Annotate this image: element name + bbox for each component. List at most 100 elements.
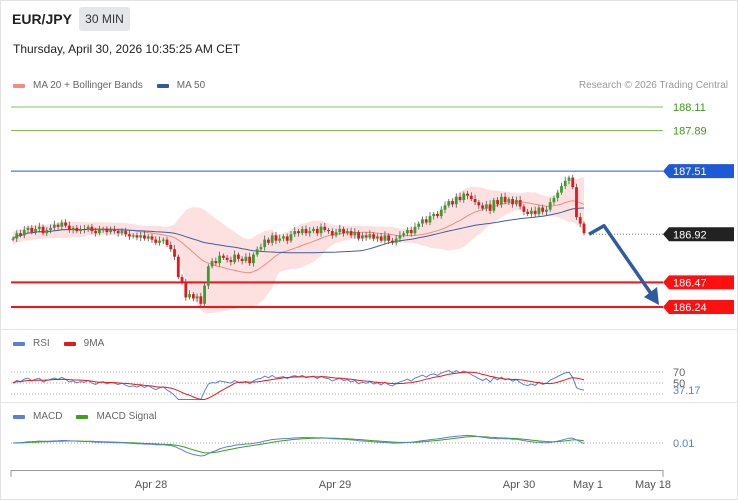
candle	[56, 224, 60, 227]
candle	[248, 256, 252, 264]
copyright-text: Research © 2026 Trading Central	[578, 80, 728, 91]
ma20-legend-label: MA 20 + Bollinger Bands	[33, 80, 143, 91]
candle	[323, 226, 327, 230]
candle	[105, 228, 109, 233]
x-tick-label: May 1	[573, 479, 603, 491]
candle	[537, 207, 541, 214]
support-label: 186.24	[673, 302, 707, 314]
ma20-legend-swatch	[13, 83, 25, 88]
candle	[150, 236, 154, 240]
candle	[526, 211, 530, 214]
rsi-ma-legend-label: 9MA	[83, 338, 105, 349]
chart-datetime: Thursday, April 30, 2026 10:35:25 AM CET	[13, 42, 241, 56]
candle	[454, 196, 458, 205]
candle	[67, 225, 71, 230]
candle	[391, 240, 394, 243]
candle	[229, 259, 233, 263]
candle	[379, 236, 383, 241]
candle	[176, 256, 180, 278]
rsi-last-value: 37.17	[673, 385, 701, 397]
candle	[270, 235, 274, 243]
candle	[443, 205, 447, 210]
candle	[267, 239, 270, 243]
rsi-legend-label: RSI	[33, 338, 50, 349]
candle	[432, 213, 436, 217]
macd-legend-label: MACD	[33, 411, 63, 422]
macd-signal-legend-swatch	[76, 414, 89, 419]
candle	[52, 224, 56, 228]
candle	[158, 240, 161, 243]
candle	[139, 235, 143, 238]
macd-signal-legend-label: MACD Signal	[96, 411, 157, 422]
resistance-label: 188.11	[673, 102, 706, 114]
candle	[34, 228, 37, 233]
candle	[233, 254, 237, 263]
candle	[75, 227, 79, 232]
candle	[94, 231, 98, 234]
x-tick-label: Apr 29	[319, 479, 351, 491]
candle	[165, 239, 169, 245]
candle	[225, 257, 229, 260]
candle	[398, 235, 402, 239]
candle	[518, 200, 522, 207]
candle	[41, 226, 45, 234]
candle	[71, 227, 75, 230]
candle	[143, 235, 146, 239]
candle	[533, 210, 537, 214]
candle	[191, 294, 195, 299]
candle	[338, 228, 342, 233]
pivot-price-tag	[663, 164, 734, 179]
candle	[447, 201, 451, 206]
main-legend: MA 20 + Bollinger Bands MA 50	[13, 80, 205, 91]
candle	[300, 228, 304, 234]
candle	[203, 285, 206, 304]
ma50-legend-swatch	[156, 83, 169, 88]
candle	[394, 238, 398, 243]
rsi-ma-legend-swatch	[63, 341, 76, 346]
candle	[477, 202, 481, 206]
candle	[195, 296, 199, 299]
candle	[424, 219, 428, 223]
support-label: 186.47	[673, 277, 707, 289]
candle	[368, 234, 372, 238]
candle	[327, 229, 330, 232]
candle	[173, 249, 176, 257]
candle	[90, 226, 94, 232]
candle	[560, 186, 563, 193]
candle	[45, 229, 49, 234]
candle	[244, 256, 248, 262]
candle	[466, 193, 469, 196]
candle	[64, 222, 67, 226]
candle	[481, 205, 484, 209]
macd-legend-swatch	[13, 414, 25, 419]
candle	[436, 213, 439, 217]
candle	[413, 226, 417, 234]
candle	[19, 233, 22, 236]
candle	[353, 232, 357, 236]
rsi-ma-line	[12, 371, 585, 400]
timeframe-badge[interactable]: 30 MIN	[79, 7, 130, 31]
candle	[315, 228, 319, 234]
candle	[240, 258, 244, 262]
support-price-tag	[663, 300, 734, 314]
candle	[372, 234, 376, 239]
candle	[236, 254, 240, 259]
candle	[60, 222, 64, 227]
candle	[15, 233, 19, 239]
candle	[334, 232, 338, 236]
candle	[116, 231, 120, 234]
candle	[282, 236, 285, 239]
candle	[409, 229, 413, 234]
candle	[428, 216, 432, 223]
candle	[255, 249, 259, 255]
candle	[571, 177, 575, 188]
candle	[297, 231, 300, 234]
candle	[22, 229, 26, 236]
candle	[113, 229, 116, 232]
candle	[184, 282, 188, 298]
resistance-label: 187.89	[673, 126, 707, 138]
x-tick-label: Apr 30	[503, 479, 535, 491]
candle	[511, 198, 515, 205]
candle	[473, 198, 477, 203]
